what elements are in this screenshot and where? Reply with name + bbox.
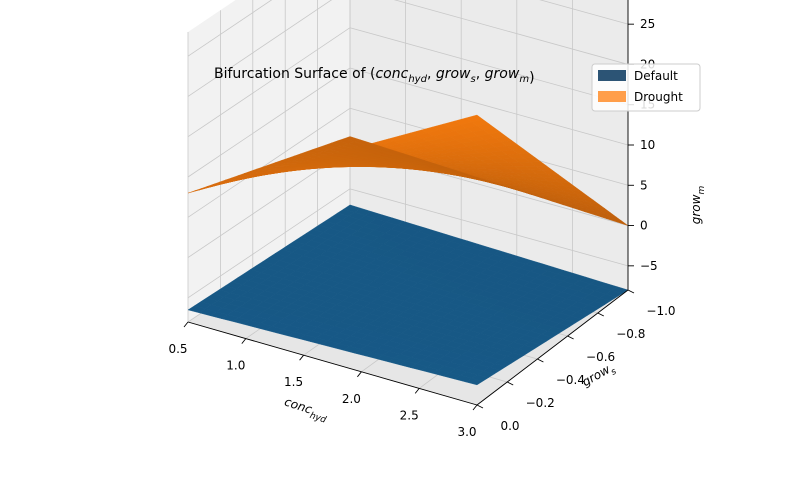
y-tick-mark	[597, 312, 605, 317]
z-tick-label: 0	[640, 219, 648, 233]
y-tick-mark	[506, 381, 514, 386]
x-axis-line	[187, 321, 478, 406]
grid-line-z	[187, 188, 351, 299]
legend-label-default: Default	[634, 69, 678, 83]
chart-title: Bifurcation Surface of (conchyd, grows, …	[214, 66, 535, 86]
y-tick-mark	[567, 335, 574, 340]
x-tick-mark	[357, 371, 362, 378]
x-tick-label: 2.5	[400, 408, 419, 422]
grid-line-z	[349, 67, 629, 146]
x-tick-label: 2.0	[342, 392, 361, 406]
z-tick-label: 25	[640, 17, 655, 31]
legend-label-drought: Drought	[634, 90, 683, 104]
x-tick-label: 3.0	[457, 425, 476, 439]
grid-line-z	[187, 0, 333, 97]
y-tick-label: −0.8	[616, 327, 645, 341]
surface-patch-drought	[611, 217, 629, 226]
y-axis-line	[476, 289, 629, 406]
grid-line-z	[349, 27, 629, 106]
x-tick-label: 1.5	[284, 375, 303, 389]
y-tick-label: −0.6	[586, 350, 615, 364]
y-tick-mark	[537, 358, 544, 363]
grid-line-z	[187, 107, 351, 218]
x-tick-mark	[299, 354, 304, 361]
chart-legend: Default Drought	[591, 63, 701, 112]
x-tick-mark	[472, 404, 478, 411]
z-tick-label: −5	[640, 259, 658, 273]
legend-swatch-default	[598, 70, 626, 81]
x-tick-mark	[414, 388, 420, 394]
x-tick-mark	[183, 321, 189, 328]
y-tick-label: −0.2	[526, 396, 555, 410]
x-tick-mark	[241, 338, 247, 344]
y-tick-label: −0.4	[556, 373, 585, 387]
legend-swatch-drought	[598, 91, 626, 102]
x-axis-label: conchyd	[281, 395, 330, 426]
surface-plot	[187, 114, 629, 386]
y-tick-mark	[627, 289, 635, 294]
grid-line-z	[187, 27, 351, 138]
grid-line-z	[187, 0, 273, 57]
x-tick-label: 0.5	[168, 342, 187, 356]
grid-line-z	[393, 0, 629, 65]
axis-lines	[183, 0, 635, 411]
x-tick-label: 1.0	[226, 359, 245, 373]
y-tick-label: 0.0	[500, 419, 519, 433]
grid-line-z	[187, 67, 351, 178]
z-tick-label: 5	[640, 178, 648, 192]
z-tick-label: 10	[640, 138, 655, 152]
z-axis-label: growm	[689, 186, 707, 225]
y-tick-mark	[476, 404, 484, 409]
surface-patch-default	[611, 286, 629, 294]
y-tick-label: −1.0	[646, 304, 675, 318]
y-axis-label: grows	[580, 360, 619, 393]
left-pane	[188, 0, 350, 322]
grid-line-z	[349, 188, 629, 267]
grid-line-z	[539, 0, 629, 25]
